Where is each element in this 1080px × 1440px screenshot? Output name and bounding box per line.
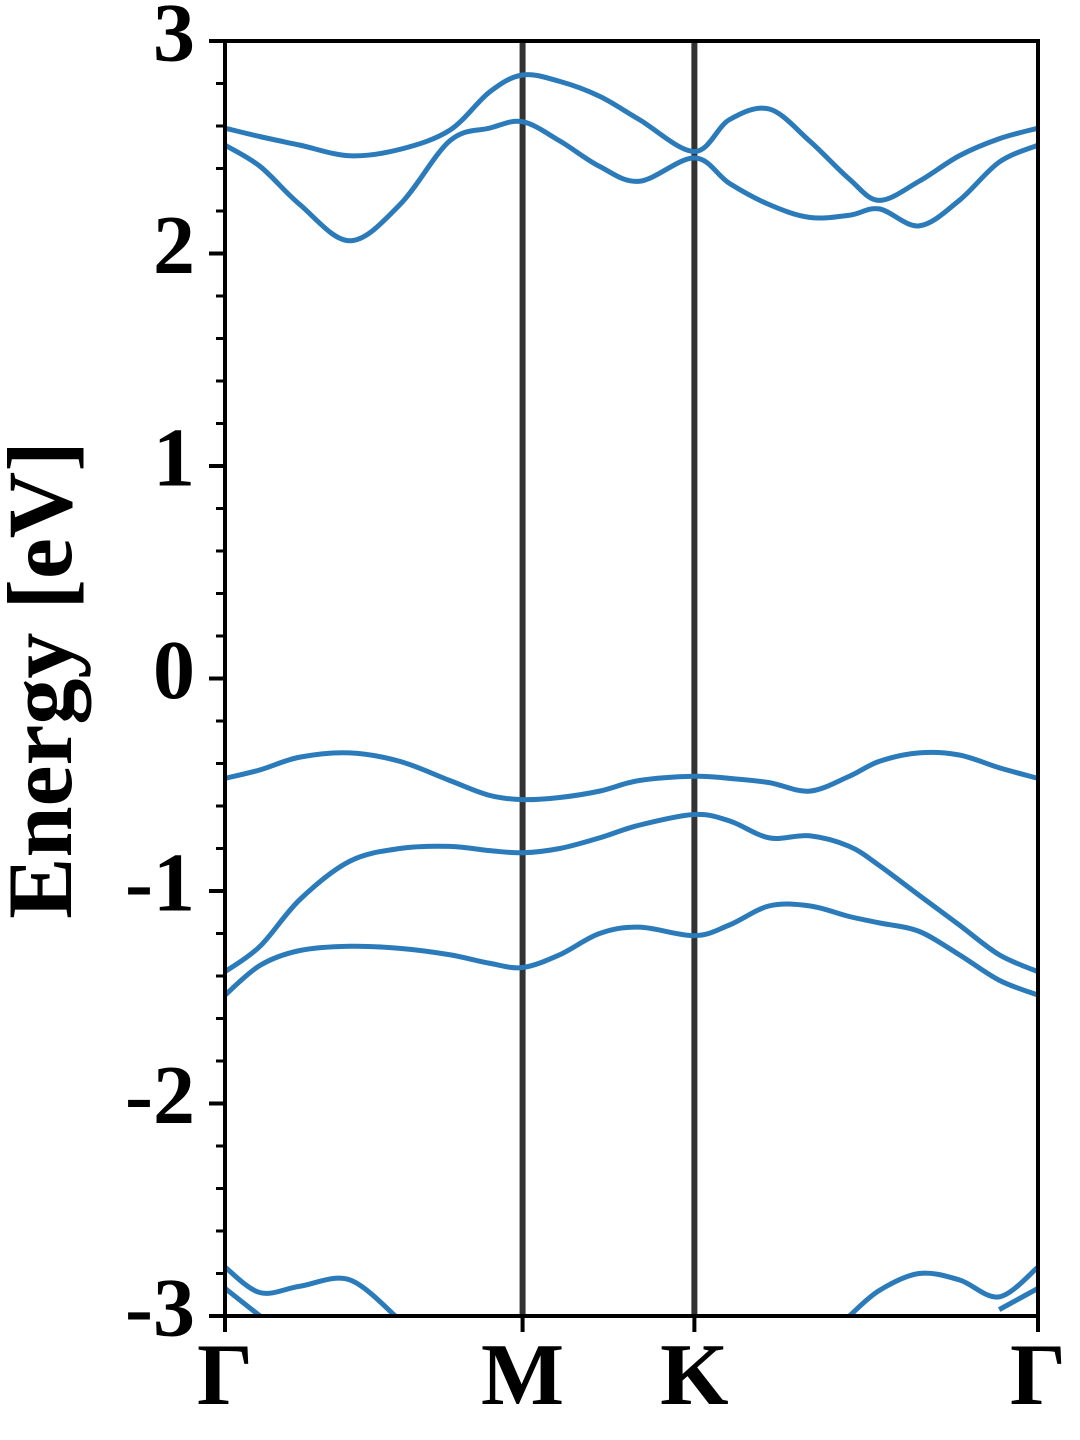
y-axis-label: Energy [eV] <box>0 441 91 919</box>
y-tick-label: 0 <box>153 624 195 717</box>
x-tick-label: Γ <box>197 1327 253 1424</box>
x-tick-label: K <box>660 1327 728 1424</box>
y-tick-label: 2 <box>153 199 195 292</box>
band <box>225 811 1038 975</box>
y-tick-label: -3 <box>125 1261 195 1354</box>
y-tick-label: -2 <box>125 1049 195 1142</box>
plot-frame <box>223 39 1040 1318</box>
y-tick-label: 1 <box>153 411 195 504</box>
band <box>225 1265 1038 1316</box>
y-tick-label: -1 <box>125 836 195 929</box>
band <box>225 901 1038 998</box>
x-tick-label: M <box>481 1327 564 1424</box>
x-tick-label: Γ <box>1010 1327 1066 1424</box>
bands <box>225 72 1038 1316</box>
y-tick-label: 3 <box>153 0 195 79</box>
band <box>225 749 1038 803</box>
band <box>225 118 1038 244</box>
band <box>225 1286 1038 1316</box>
band <box>225 72 1038 203</box>
